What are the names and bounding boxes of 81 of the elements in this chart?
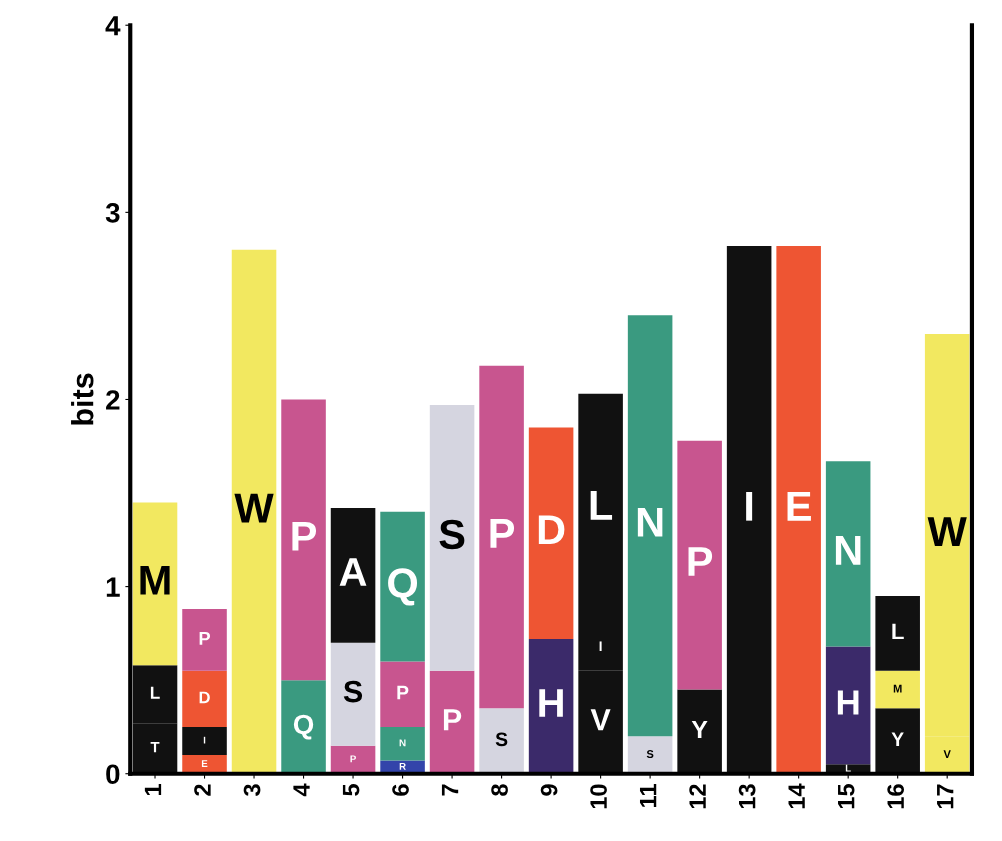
x-tick-label: 6	[392, 784, 409, 796]
data-label: V	[590, 709, 611, 731]
data-label: N	[399, 739, 406, 747]
data-label: P	[443, 709, 462, 731]
y-tick-label: 3	[105, 203, 120, 223]
bar	[627, 736, 673, 774]
x-tick-label: 11	[639, 784, 657, 807]
data-label: P	[350, 755, 356, 763]
y-axis-title: bits	[71, 373, 94, 425]
data-label: D	[538, 515, 565, 545]
data-label: A	[339, 558, 367, 586]
data-label: I	[746, 491, 753, 521]
x-tick-label: 8	[491, 784, 508, 796]
data-label: M	[140, 565, 170, 595]
x-tick-label: 1	[144, 784, 162, 796]
bar	[528, 638, 574, 774]
bar	[528, 427, 574, 639]
bar	[429, 405, 475, 671]
data-label: E	[787, 491, 811, 521]
data-label: S	[646, 750, 654, 758]
bar	[479, 708, 524, 774]
y-tick-label: 2	[106, 390, 120, 410]
bar	[875, 670, 920, 709]
x-tick-label: 12	[689, 784, 706, 809]
x-tick-label: 2	[194, 784, 211, 796]
data-label: N	[835, 535, 861, 565]
bar	[330, 642, 376, 746]
data-label: P	[292, 521, 317, 551]
data-label: S	[343, 680, 363, 703]
data-label: L	[590, 491, 613, 520]
x-tick-label: 9	[540, 784, 558, 796]
data-label: Q	[388, 568, 418, 606]
x-tick-label: 5	[342, 784, 360, 796]
bar	[825, 646, 871, 765]
bar	[776, 246, 821, 774]
bar	[380, 511, 425, 662]
data-label: R	[399, 763, 406, 770]
data-label: P	[688, 547, 713, 576]
data-label: L	[150, 686, 160, 699]
data-label: P	[397, 685, 409, 700]
data-label: Y	[891, 732, 904, 746]
bar	[875, 708, 920, 774]
data-label: Y	[691, 720, 708, 739]
data-label: N	[637, 507, 663, 537]
x-tick-label: 7	[441, 784, 459, 796]
data-label: Q	[293, 714, 314, 740]
data-label: H	[539, 689, 563, 717]
data-label: S	[495, 732, 508, 747]
data-label: V	[943, 750, 951, 758]
x-tick-label: 16	[887, 784, 905, 809]
bar	[182, 670, 227, 727]
x-tick-label: 13	[738, 784, 756, 809]
data-label: E	[201, 760, 208, 767]
bar	[132, 502, 178, 666]
data-label: D	[199, 691, 210, 704]
data-label: L	[892, 623, 904, 640]
x-tick-label: 17	[937, 784, 954, 809]
bar	[330, 508, 376, 643]
x-tick-label: 10	[590, 784, 607, 809]
x-tick-label: 3	[243, 784, 261, 797]
data-label: P	[490, 519, 515, 548]
x-tick-label: 14	[788, 783, 805, 809]
data-label: P	[199, 632, 211, 645]
y-tick-label: 0	[106, 764, 120, 785]
data-label: W	[927, 517, 967, 546]
x-tick-label: 4	[293, 783, 310, 797]
data-label: I	[203, 736, 206, 744]
bar	[875, 595, 920, 671]
y-tick-label: 1	[106, 577, 120, 597]
data-label: M	[893, 684, 902, 693]
data-label: L	[845, 764, 851, 772]
data-label: S	[439, 519, 465, 550]
data-label: T	[150, 742, 160, 753]
data-label: W	[234, 493, 274, 523]
x-tick-label: 15	[838, 784, 855, 809]
y-tick-label: 4	[105, 16, 121, 36]
data-label: H	[837, 690, 859, 715]
data-label: I	[599, 641, 602, 651]
bar	[231, 249, 277, 774]
bar	[726, 246, 772, 774]
bar	[677, 689, 722, 774]
